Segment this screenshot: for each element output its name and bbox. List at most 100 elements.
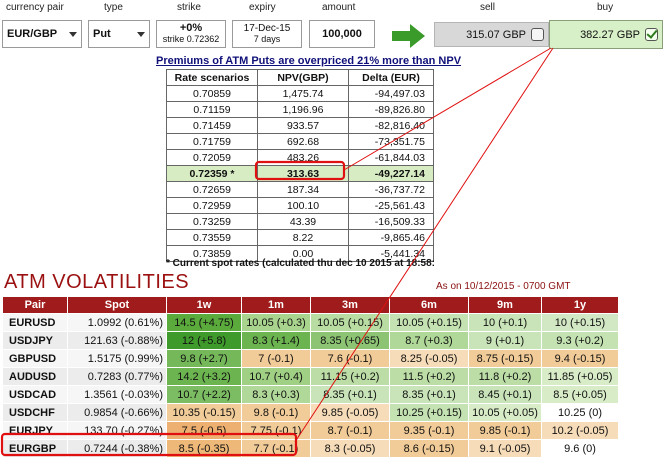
scenario-row: 0.72959 100.10 -25,561.43 [166,197,434,214]
vol-cell-3m: 8.35 (+0.65) [310,331,390,350]
scenario-delta: -61,844.03 [348,149,434,166]
vol-row: USDCHF 0.9854 (-0.66%) 10.35 (-0.15) 9.8 (-… [2,403,619,422]
buy-checkbox[interactable] [645,28,658,41]
sell-button[interactable]: 315.07 GBP [434,22,549,47]
scenario-delta: -73,351.75 [348,133,434,150]
arrow-right-icon [392,24,425,48]
vol-spot: 121.63 (-0.88%) [67,331,167,350]
vol-cell-1w: 12 (+5.8) [166,331,242,350]
sell-checkbox[interactable] [531,28,544,41]
scenario-row: 0.71759 692.68 -73,351.75 [166,133,434,150]
vol-cell-9m: 9 (+0.1) [468,331,542,350]
vol-header-6m: 6m [389,296,469,314]
vol-cell-1m: 7.75 (-0.1) [241,421,311,440]
vol-cell-6m: 8.35 (+0.1) [389,385,469,404]
scenarios-footnote: * Current spot rates (calculated thu dec… [166,258,435,269]
vol-cell-1w: 14.5 (+4.75) [166,313,242,332]
currency-pair-value: EUR/GBP [7,28,58,40]
vol-cell-9m: 8.45 (+0.1) [468,385,542,404]
vol-cell-1y: 9.6 (0) [541,439,619,458]
vol-cell-9m: 9.85 (-0.1) [468,421,542,440]
chevron-down-icon [69,31,77,37]
vol-cell-1m: 9.8 (-0.1) [241,403,311,422]
scenario-rate: 0.72659 [166,181,258,198]
vol-cell-1m: 8.3 (+1.4) [241,331,311,350]
vol-cell-6m: 10.25 (+0.15) [389,403,469,422]
vol-cell-1y: 10.2 (-0.05) [541,421,619,440]
chevron-down-icon [137,31,145,37]
scen-header-rate: Rate scenarios [166,69,258,86]
vol-cell-3m: 11.15 (+0.2) [310,367,390,386]
vol-pair: USDCAD [2,385,68,404]
scenarios-title: Premiums of ATM Puts are overpriced 21% … [156,55,462,67]
amount-value: 100,000 [322,28,362,40]
vol-header-spot: Spot [67,296,167,314]
vol-row: USDJPY 121.63 (-0.88%) 12 (+5.8) 8.3 (+1.4)… [2,331,619,350]
vol-cell-1m: 8.3 (+0.3) [241,385,311,404]
vol-pair: USDCHF [2,403,68,422]
vol-cell-1m: 7.7 (-0.1) [241,439,311,458]
vol-cell-1y: 8.5 (+0.05) [541,385,619,404]
vol-pair: USDJPY [2,331,68,350]
vol-header-1y: 1y [541,296,619,314]
vol-header-3m: 3m [310,296,390,314]
scenario-rate: 0.71759 [166,133,258,150]
vol-cell-1y: 9.3 (+0.2) [541,331,619,350]
strike-pct: +0% [179,22,203,34]
scenario-rate: 0.72359 * [166,165,258,182]
vol-cell-9m: 10.05 (+0.05) [468,403,542,422]
vol-spot: 0.7244 (-0.38%) [67,439,167,458]
amount-input[interactable]: 100,000 [309,20,375,48]
buy-button[interactable]: 382.27 GBP [549,20,663,49]
sell-price: 315.07 GBP [466,28,526,41]
vol-cell-1w: 7.5 (-0.5) [166,421,242,440]
scenario-row: 0.71159 1,196.96 -89,826.80 [166,101,434,118]
vol-pair: EURJPY [2,421,68,440]
scenario-row: 0.73559 8.22 -9,865.46 [166,229,434,246]
vol-spot: 1.3561 (-0.03%) [67,385,167,404]
scenario-delta: -94,497.03 [348,85,434,102]
volatilities-as-of: As on 10/12/2015 - 0700 GMT [436,281,571,292]
scenario-npv: 1,196.96 [257,101,349,118]
scenario-row: 0.73259 43.39 -16,509.33 [166,213,434,230]
volatilities-table: Pair Spot 1w 1m 3m 6m 9m 1y EURUSD 1.0992… [2,296,619,458]
vol-pair: GBPUSD [2,349,68,368]
scenario-row: 0.72059 483.26 -61,844.03 [166,149,434,166]
scen-header-npv: NPV(GBP) [257,69,349,86]
strike-value: strike 0.72362 [162,34,220,44]
vol-cell-9m: 10 (+0.1) [468,313,542,332]
scenario-rate: 0.71459 [166,117,258,134]
scenario-npv: 313.63 [257,165,349,182]
scenario-rate: 0.71159 [166,101,258,118]
vol-row: EURUSD 1.0992 (0.61%) 14.5 (+4.75) 10.05 (+… [2,313,619,332]
vol-cell-3m: 10.05 (+0.15) [310,313,390,332]
vol-header-pair: Pair [2,296,68,314]
vol-cell-1w: 14.2 (+3.2) [166,367,242,386]
vol-header-1m: 1m [241,296,311,314]
scenario-rate: 0.72959 [166,197,258,214]
scenarios-table: Rate scenarios NPV(GBP) Delta (EUR) 0.70… [166,69,434,262]
scenario-npv: 8.22 [257,229,349,246]
vol-row: GBPUSD 1.5175 (0.99%) 9.8 (+2.7) 7 (-0.1) 7.… [2,349,619,368]
scenario-delta: -89,826.80 [348,101,434,118]
scenario-delta: -82,816.40 [348,117,434,134]
vol-header-1w: 1w [166,296,242,314]
scenario-npv: 100.10 [257,197,349,214]
strike-input[interactable]: +0% strike 0.72362 [156,20,226,48]
scenario-npv: 43.39 [257,213,349,230]
vol-cell-1m: 7 (-0.1) [241,349,311,368]
type-select[interactable]: Put [88,20,150,48]
vol-cell-3m: 9.85 (-0.05) [310,403,390,422]
vol-cell-9m: 11.8 (+0.2) [468,367,542,386]
scenario-delta: -49,227.14 [348,165,434,182]
scenario-npv: 483.26 [257,149,349,166]
vol-cell-1w: 9.8 (+2.7) [166,349,242,368]
vol-cell-6m: 11.5 (+0.2) [389,367,469,386]
currency-pair-select[interactable]: EUR/GBP [2,20,82,48]
scenario-rate: 0.73859 [166,245,258,262]
vol-cell-6m: 8.25 (-0.05) [389,349,469,368]
sell-label: sell [480,2,496,13]
scen-header-delta: Delta (EUR) [348,69,434,86]
expiry-input[interactable]: 17-Dec-15 7 days [232,20,302,48]
vol-cell-6m: 9.35 (-0.1) [389,421,469,440]
